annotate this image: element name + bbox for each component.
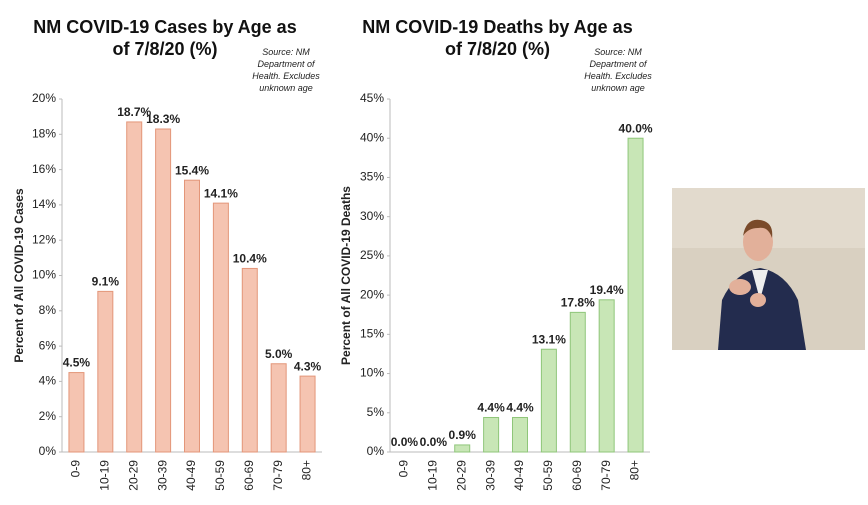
value-label: 13.1% xyxy=(532,332,566,346)
bar xyxy=(68,372,85,453)
y-tick-label: 4% xyxy=(39,374,57,388)
x-tick-label: 10-19 xyxy=(426,460,440,491)
bar xyxy=(483,416,500,453)
bar xyxy=(299,375,316,453)
value-label: 14.1% xyxy=(204,186,238,200)
value-label: 4.4% xyxy=(506,401,534,415)
value-label: 5.0% xyxy=(265,347,293,361)
bar xyxy=(155,128,172,453)
y-tick-label: 18% xyxy=(32,126,56,140)
person-hand xyxy=(750,293,766,307)
chart-title: NM COVID-19 Cases by Age as of 7/8/20 (%… xyxy=(33,17,297,59)
value-label: 10.4% xyxy=(233,252,267,266)
x-tick-label: 30-39 xyxy=(155,460,169,491)
x-tick-label: 70-79 xyxy=(271,460,285,491)
y-tick-label: 6% xyxy=(39,338,57,352)
y-tick-label: 0% xyxy=(39,444,57,458)
y-tick-label: 8% xyxy=(39,303,57,317)
y-axis-label: Percent of All COVID-19 Cases xyxy=(12,188,26,363)
y-tick-label: 30% xyxy=(360,209,384,223)
source-note: Source: NM Department of Health. Exclude… xyxy=(584,47,652,93)
x-tick-label: 0-9 xyxy=(397,460,411,478)
y-tick-label: 2% xyxy=(39,409,57,423)
x-tick-label: 60-69 xyxy=(570,460,584,491)
y-tick-label: 15% xyxy=(360,327,384,341)
value-label: 4.5% xyxy=(63,356,91,370)
source-note: Source: NM Department of Health. Exclude… xyxy=(252,47,320,93)
bar xyxy=(97,290,114,453)
bar xyxy=(212,202,229,453)
value-label: 18.7% xyxy=(117,105,151,119)
bar xyxy=(627,137,644,453)
value-label: 0.0% xyxy=(420,435,448,449)
x-tick-label: 40-49 xyxy=(512,460,526,491)
y-tick-label: 20% xyxy=(360,287,384,301)
bar xyxy=(540,348,557,453)
y-tick-label: 25% xyxy=(360,248,384,262)
value-label: 18.3% xyxy=(146,112,180,126)
interpreter-video xyxy=(672,188,865,350)
y-tick-label: 40% xyxy=(360,130,384,144)
bar xyxy=(598,299,615,453)
bar xyxy=(569,311,586,453)
bar xyxy=(512,416,528,453)
bar xyxy=(126,121,143,453)
person-hair xyxy=(743,219,773,238)
value-label: 4.3% xyxy=(294,359,322,373)
y-tick-label: 5% xyxy=(367,405,385,419)
y-tick-label: 20% xyxy=(32,91,56,105)
x-tick-label: 20-29 xyxy=(126,460,140,491)
y-axis-label: Percent of All COVID-19 Deaths xyxy=(339,186,353,365)
x-tick-label: 70-79 xyxy=(599,460,613,491)
bar xyxy=(454,444,471,453)
x-tick-label: 0-9 xyxy=(69,460,83,478)
value-label: 19.4% xyxy=(590,283,624,297)
y-tick-label: 10% xyxy=(360,366,384,380)
person-shirt xyxy=(752,270,768,300)
y-tick-label: 0% xyxy=(367,444,385,458)
bar xyxy=(270,363,287,453)
value-label: 15.4% xyxy=(175,163,209,177)
value-label: 4.4% xyxy=(477,401,505,415)
x-tick-label: 60-69 xyxy=(242,460,256,491)
bar xyxy=(241,267,258,453)
y-tick-label: 12% xyxy=(32,232,56,246)
x-tick-label: 30-39 xyxy=(483,460,497,491)
x-tick-label: 50-59 xyxy=(213,460,227,491)
bar xyxy=(184,179,200,453)
value-label: 0.9% xyxy=(449,428,477,442)
x-tick-label: 20-29 xyxy=(454,460,468,491)
chart-title: NM COVID-19 Deaths by Age as of 7/8/20 (… xyxy=(362,17,633,59)
value-label: 0.0% xyxy=(391,435,419,449)
y-tick-label: 14% xyxy=(32,197,56,211)
y-tick-label: 16% xyxy=(32,162,56,176)
x-tick-label: 80+ xyxy=(628,460,642,480)
value-label: 40.0% xyxy=(619,121,653,135)
value-label: 17.8% xyxy=(561,296,595,310)
y-tick-label: 10% xyxy=(32,268,56,282)
person-hand xyxy=(729,279,751,295)
y-tick-label: 35% xyxy=(360,170,384,184)
x-tick-label: 40-49 xyxy=(184,460,198,491)
person-head xyxy=(743,223,773,261)
x-tick-label: 10-19 xyxy=(98,460,112,491)
y-tick-label: 45% xyxy=(360,91,384,105)
value-label: 9.1% xyxy=(92,275,120,289)
x-tick-label: 50-59 xyxy=(541,460,555,491)
x-tick-label: 80+ xyxy=(300,460,314,480)
